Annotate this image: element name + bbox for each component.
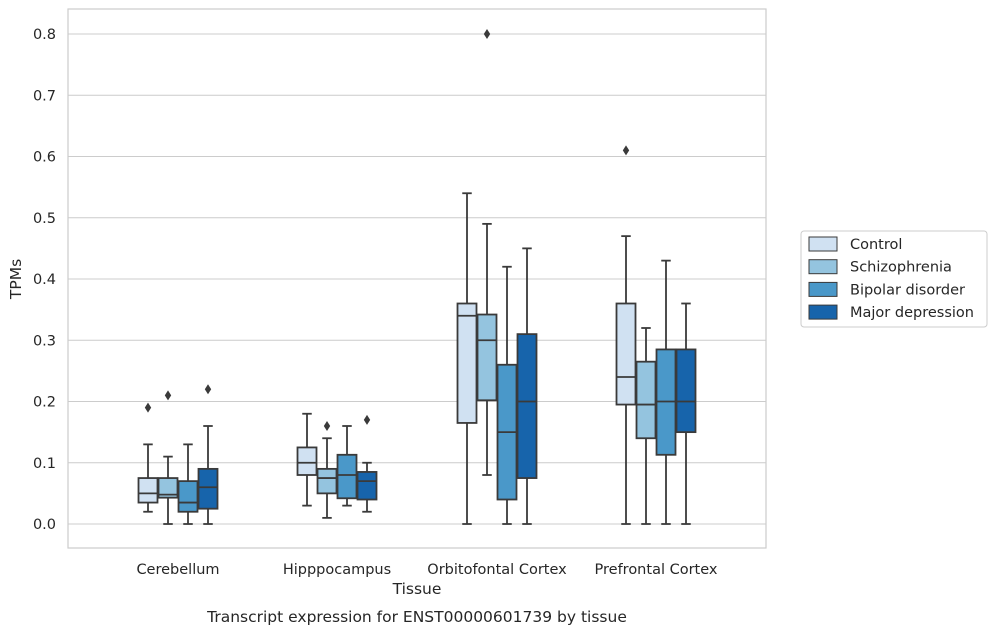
legend-label: Schizophrenia <box>850 260 952 276</box>
grid-lines <box>68 33 766 525</box>
y-tick-label: 0.2 <box>33 395 56 411</box>
legend-items: Control Schizophrenia Bipolar disorder Majo… <box>808 236 974 321</box>
box <box>177 480 199 513</box>
x-tick-label: Orbitofontal Cortex <box>427 562 567 578</box>
box <box>675 348 697 434</box>
box <box>316 467 338 495</box>
box <box>197 467 219 510</box>
plot-frame <box>67 8 767 549</box>
box <box>456 302 478 424</box>
series-group <box>197 247 697 525</box>
legend-swatch <box>808 304 838 320</box>
outlier-point <box>144 402 152 413</box>
outlier-point <box>204 384 212 395</box>
series-group <box>157 29 657 525</box>
outlier-point <box>363 414 371 425</box>
y-tick-label: 0.1 <box>33 456 56 472</box>
outlier-point <box>323 421 331 431</box>
legend-swatch <box>808 236 838 252</box>
box <box>476 313 498 402</box>
legend: Control Schizophrenia Bipolar disorder Majo… <box>800 230 988 328</box>
legend-label: Bipolar disorder <box>850 282 965 298</box>
legend-swatch <box>808 281 838 297</box>
box <box>635 360 657 440</box>
y-tick-label: 0.7 <box>33 88 56 104</box>
box <box>516 333 538 479</box>
chart-caption: Transcript expression for ENST0000060173… <box>206 608 627 626</box>
x-tick-label: Cerebellum <box>136 562 219 578</box>
box-groups <box>137 29 697 525</box>
box <box>356 471 378 501</box>
y-tick-label: 0.3 <box>33 333 56 349</box>
legend-label: Control <box>850 237 902 253</box>
y-tick-label: 0.4 <box>33 272 56 288</box>
y-axis-label: TPMs <box>7 259 25 300</box>
outlier-point <box>164 390 172 401</box>
x-tick-label: Hipppocampus <box>283 562 391 578</box>
series-group <box>177 259 677 525</box>
box <box>615 302 637 406</box>
x-tick-label: Prefrontal Cortex <box>595 562 718 578</box>
y-tick-labels: 0.0 0.1 0.2 0.3 0.4 0.5 0.6 0.7 0.8 <box>33 27 56 533</box>
series-group <box>137 145 637 525</box>
box <box>137 477 159 504</box>
legend-label: Major depression <box>850 305 974 321</box>
outlier-point <box>483 29 491 39</box>
y-tick-label: 0.8 <box>33 27 56 43</box>
legend-swatch <box>808 259 838 275</box>
outlier-point <box>622 145 630 156</box>
box <box>336 453 358 500</box>
y-tick-label: 0.5 <box>33 211 56 227</box>
legend-frame <box>800 230 988 328</box>
box <box>296 446 318 476</box>
x-tick-labels: Cerebellum Hipppocampus Orbitofontal Corte… <box>136 562 717 578</box>
y-tick-label: 0.6 <box>33 150 56 166</box>
x-axis-label: Tissue <box>392 580 442 598</box>
box <box>157 477 179 499</box>
y-tick-label: 0.0 <box>33 517 56 533</box>
